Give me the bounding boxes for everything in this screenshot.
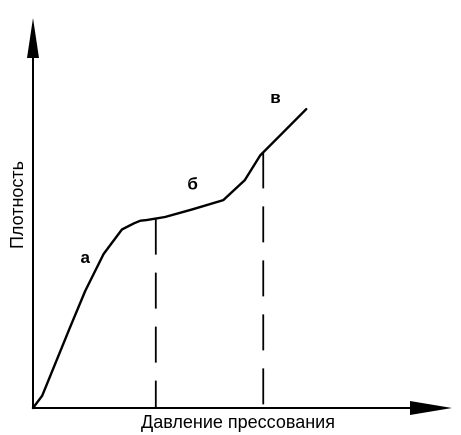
series-line-0: [31, 108, 308, 410]
y-axis-arrow: [27, 18, 39, 58]
annotations: а б в: [80, 88, 280, 267]
region-label-2: в: [270, 88, 280, 107]
axes: [27, 18, 452, 415]
region-label-0: а: [80, 248, 90, 267]
region-label-1: б: [187, 174, 198, 193]
y-axis-title: Плотность: [7, 161, 27, 249]
x-axis-title: Давление прессования: [141, 412, 335, 432]
guide-lines: [154, 152, 265, 408]
x-axis-arrow: [410, 401, 452, 415]
series-group: [31, 108, 308, 410]
